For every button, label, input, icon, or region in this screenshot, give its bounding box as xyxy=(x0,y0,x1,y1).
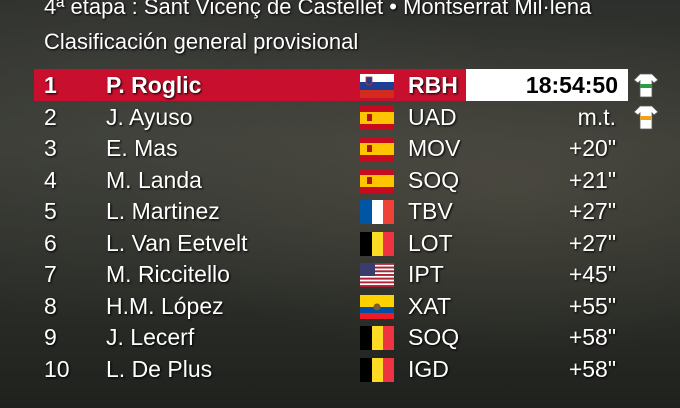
position: 6 xyxy=(44,229,57,256)
team: TBV xyxy=(408,198,453,224)
time: +20" xyxy=(568,135,616,161)
standing-row: 6 L. Van Eetvelt LOT +27" xyxy=(0,227,680,259)
flag xyxy=(360,231,394,256)
position: 8 xyxy=(44,292,57,319)
flag xyxy=(360,74,394,98)
rider: P. Roglic xyxy=(106,72,202,98)
standing-row: 1 P. Roglic RBH 18:54:50 xyxy=(0,69,680,101)
position: 4 xyxy=(44,166,57,193)
time-box xyxy=(466,69,628,101)
flag xyxy=(360,105,394,130)
jersey xyxy=(633,105,659,129)
team: SOQ xyxy=(408,166,460,193)
flag xyxy=(360,200,394,224)
team: LOT xyxy=(408,229,453,256)
rider: J. Ayuso xyxy=(106,103,193,130)
flag xyxy=(360,168,394,193)
classification-title: Clasificación general provisional xyxy=(44,29,359,54)
rider: L. De Plus xyxy=(106,355,213,382)
stage-title: 4ª etapa : Sant Vicenç de Castellet • Mo… xyxy=(44,0,592,19)
flag xyxy=(360,263,394,287)
rider: J. Lecerf xyxy=(106,324,195,350)
team: MOV xyxy=(408,135,461,161)
position: 7 xyxy=(44,261,57,287)
position: 1 xyxy=(44,72,57,98)
team: IGD xyxy=(408,355,449,382)
position: 10 xyxy=(44,355,70,382)
rider: L. Martinez xyxy=(106,198,220,224)
team: IPT xyxy=(408,261,444,287)
standing-row: 3 E. Mas MOV +20" xyxy=(0,132,680,164)
rider: M. Landa xyxy=(106,166,202,193)
rider: E. Mas xyxy=(106,135,178,161)
standing-row: 4 M. Landa SOQ +21" xyxy=(0,164,680,196)
jersey xyxy=(633,73,659,98)
rider: L. Van Eetvelt xyxy=(106,229,248,256)
standing-row: 10 L. De Plus IGD +58" xyxy=(0,353,680,385)
time: +45" xyxy=(568,261,616,287)
team: SOQ xyxy=(408,324,460,350)
standing-row: 5 L. Martinez TBV +27" xyxy=(0,195,680,227)
position: 2 xyxy=(44,103,57,130)
standing-row: 8 H.M. López XAT +55" xyxy=(0,290,680,322)
standing-row: 9 J. Lecerf SOQ +58" xyxy=(0,321,680,353)
rider: H.M. López xyxy=(106,292,224,319)
position: 3 xyxy=(44,135,57,161)
time: +27" xyxy=(568,229,616,256)
rider: M. Riccitello xyxy=(106,261,230,287)
flag xyxy=(360,357,394,382)
time: m.t. xyxy=(577,103,616,130)
leader-band xyxy=(34,69,466,101)
position: 5 xyxy=(44,198,57,224)
team: RBH xyxy=(408,72,458,98)
flag xyxy=(360,137,394,161)
time: +55" xyxy=(568,292,616,319)
standing-row: 2 J. Ayuso UAD m.t. xyxy=(0,101,680,133)
time: +27" xyxy=(568,198,616,224)
time: +58" xyxy=(568,324,616,350)
team: UAD xyxy=(408,103,457,130)
standing-row: 7 M. Riccitello IPT +45" xyxy=(0,258,680,290)
flag xyxy=(360,326,394,350)
time: +58" xyxy=(568,355,616,382)
team: XAT xyxy=(408,292,452,319)
time: +21" xyxy=(568,166,616,193)
time: 18:54:50 xyxy=(525,72,618,98)
position: 9 xyxy=(44,324,57,350)
flag xyxy=(360,294,394,319)
